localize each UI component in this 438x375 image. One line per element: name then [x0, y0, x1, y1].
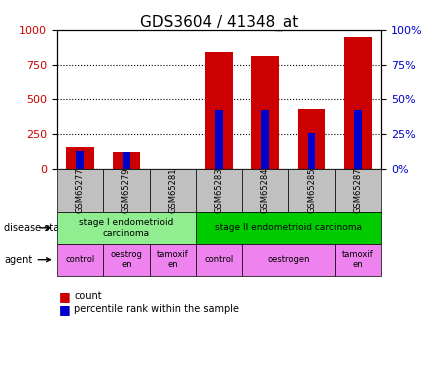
- Text: oestrogen: oestrogen: [267, 255, 310, 264]
- Bar: [261, 111, 269, 169]
- Text: stage I endometrioid
carcinoma: stage I endometrioid carcinoma: [79, 218, 173, 237]
- Text: GSM65284: GSM65284: [261, 168, 270, 213]
- Text: agent: agent: [4, 255, 50, 265]
- Bar: [308, 133, 315, 169]
- Text: GSM65283: GSM65283: [215, 168, 223, 213]
- Text: oestrog
en: oestrog en: [110, 250, 142, 269]
- Bar: [251, 56, 279, 169]
- Bar: [215, 111, 223, 169]
- Bar: [66, 147, 94, 169]
- Text: control: control: [205, 255, 233, 264]
- Text: GDS3604 / 41348_at: GDS3604 / 41348_at: [140, 15, 298, 31]
- Text: ■: ■: [59, 290, 71, 303]
- Text: GSM65277: GSM65277: [76, 168, 85, 213]
- Text: stage II endometrioid carcinoma: stage II endometrioid carcinoma: [215, 224, 362, 232]
- Bar: [344, 37, 372, 169]
- Bar: [113, 152, 140, 169]
- Text: disease state: disease state: [4, 223, 70, 233]
- Bar: [123, 152, 130, 169]
- Bar: [76, 151, 84, 169]
- Bar: [354, 111, 362, 169]
- Text: GSM65281: GSM65281: [168, 168, 177, 213]
- Text: percentile rank within the sample: percentile rank within the sample: [74, 304, 240, 314]
- Text: tamoxif
en: tamoxif en: [342, 250, 374, 269]
- Bar: [298, 109, 325, 169]
- Text: GSM65279: GSM65279: [122, 168, 131, 213]
- Bar: [205, 52, 233, 169]
- Text: GSM65285: GSM65285: [307, 168, 316, 213]
- Text: GSM65287: GSM65287: [353, 168, 362, 213]
- Text: tamoxif
en: tamoxif en: [157, 250, 189, 269]
- Text: control: control: [65, 255, 95, 264]
- Text: count: count: [74, 291, 102, 301]
- Text: ■: ■: [59, 303, 71, 316]
